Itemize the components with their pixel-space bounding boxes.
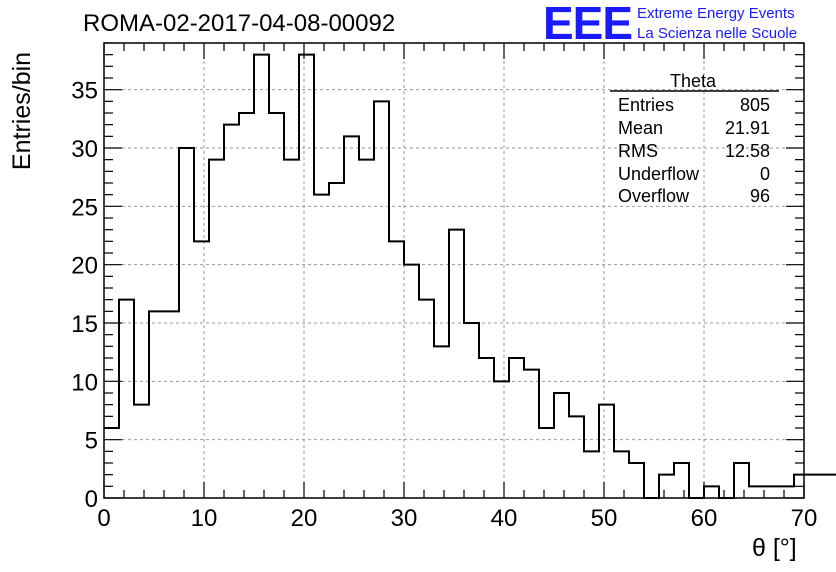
y-tick-label: 5: [85, 428, 98, 455]
y-tick-label: 20: [71, 253, 98, 280]
y-tick-label: 30: [71, 136, 98, 163]
y-tick-label: 0: [85, 486, 98, 513]
stats-rms-label: RMS: [618, 141, 658, 161]
grid-lines: [104, 43, 804, 498]
x-tick-label: 70: [791, 505, 818, 532]
axis-ticks: [103, 42, 805, 499]
stats-underflow-label: Underflow: [618, 164, 700, 184]
y-tick-label: 25: [71, 194, 98, 221]
x-tick-label: 0: [97, 505, 110, 532]
histogram-line: [104, 53, 836, 499]
x-tick-label: 50: [591, 505, 618, 532]
logo-line-2: La Scienza nelle Scuole: [637, 25, 798, 42]
logo-line-1: Extreme Energy Events: [637, 5, 795, 22]
stats-overflow-value: 96: [750, 186, 770, 206]
stats-underflow-value: 0: [760, 164, 770, 184]
x-tick-label: 10: [191, 505, 218, 532]
stats-entries-value: 805: [740, 95, 770, 115]
chart-title: ROMA-02-2017-04-08-00092: [83, 10, 396, 37]
stats-entries-label: Entries: [618, 95, 674, 115]
stats-overflow-label: Overflow: [618, 186, 690, 206]
x-tick-label: 60: [691, 505, 718, 532]
logo-caption: Extreme Energy Events La Scienza nelle S…: [637, 4, 797, 44]
tick-labels: 0 10 20 30 40 50 60 70 0 5 10 15 20 25 30 35: [71, 78, 817, 532]
y-tick-label: 10: [71, 369, 98, 396]
x-axis-label: θ [°]: [752, 534, 797, 562]
x-tick-label: 20: [291, 505, 318, 532]
stats-title: Theta: [670, 71, 717, 91]
x-tick-label: 40: [491, 505, 518, 532]
stats-mean-value: 21.91: [725, 118, 770, 138]
plot-frame: [103, 42, 805, 499]
x-tick-label: 30: [391, 505, 418, 532]
stats-rms-value: 12.58: [725, 141, 770, 161]
y-axis-label: Entries/bin: [8, 51, 36, 171]
y-tick-label: 15: [71, 311, 98, 338]
stats-box: Theta Entries 805 Mean 21.91 RMS 12.58 U…: [610, 71, 779, 206]
eee-logo: EEE: [543, 0, 633, 49]
stats-mean-label: Mean: [618, 118, 663, 138]
y-tick-label: 35: [71, 78, 98, 105]
